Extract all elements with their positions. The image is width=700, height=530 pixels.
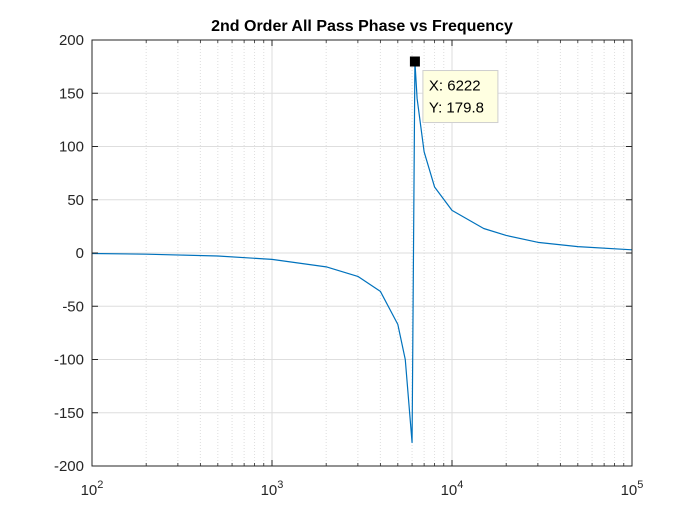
- y-tick-label: -50: [62, 298, 84, 315]
- data-tip-x-label: X: 6222: [429, 78, 481, 95]
- y-tick-label: 0: [76, 245, 84, 262]
- tick-labels: 102 103 104 105 200 150 100 50 0 -50 -100 -150 -200: [54, 32, 643, 499]
- y-tick-label: 150: [59, 85, 84, 102]
- y-tick-label: 200: [59, 32, 84, 49]
- y-tick-label: -150: [54, 405, 84, 422]
- phase-series-line: [92, 62, 632, 443]
- data-layer: [92, 62, 632, 443]
- data-tip-marker: [410, 57, 420, 67]
- chart-title: 2nd Order All Pass Phase vs Frequency: [211, 18, 513, 35]
- data-tip[interactable]: X: 6222 Y: 179.8: [410, 57, 498, 123]
- x-tick-label: 102: [81, 479, 104, 499]
- x-tick-label: 105: [621, 479, 644, 499]
- y-tick-label: 100: [59, 139, 84, 156]
- y-tick-label: 50: [67, 192, 84, 209]
- y-tick-label: -100: [54, 352, 84, 369]
- data-tip-y-label: Y: 179.8: [429, 100, 484, 117]
- x-tick-label: 104: [441, 479, 464, 499]
- x-tick-label: 103: [261, 479, 284, 499]
- grid-lines: [92, 40, 632, 466]
- y-tick-label: -200: [54, 458, 84, 475]
